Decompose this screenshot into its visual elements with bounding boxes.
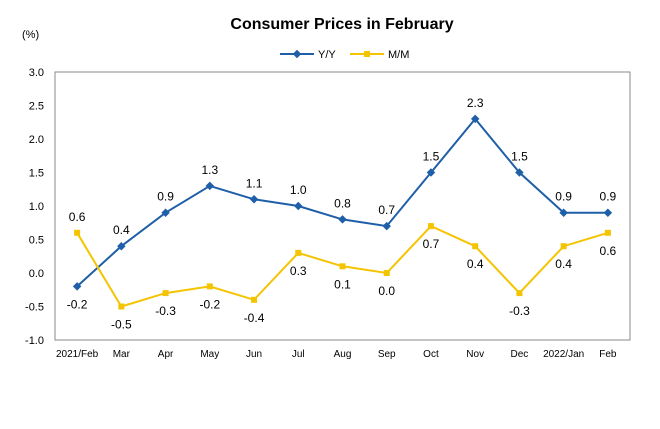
data-point-mm <box>560 243 567 250</box>
data-label-mm: 0.3 <box>290 264 307 278</box>
y-tick-label: 0.0 <box>29 268 44 280</box>
data-label-mm: 0.6 <box>600 244 617 258</box>
legend-marker-yy <box>292 49 302 59</box>
data-point-yy <box>382 221 391 231</box>
y-tick-label: 1.0 <box>29 201 44 213</box>
data-label-mm: 0.0 <box>378 284 395 298</box>
data-point-yy <box>426 168 436 177</box>
data-point-yy <box>249 195 259 204</box>
data-point-mm <box>118 303 125 310</box>
x-tick-label: Oct <box>423 349 439 360</box>
x-tick-label: Nov <box>466 349 484 360</box>
data-label-mm: -0.2 <box>199 297 220 311</box>
data-label-yy: 1.0 <box>290 183 307 197</box>
data-point-yy <box>161 208 170 217</box>
x-tick-label: Jun <box>246 349 262 360</box>
x-tick-label: May <box>200 349 219 360</box>
data-point-yy <box>205 181 215 191</box>
y-tick-label: 0.5 <box>29 235 44 247</box>
x-tick-label: Sep <box>378 349 396 360</box>
data-label-yy: -0.2 <box>67 297 88 311</box>
data-point-yy <box>117 241 126 251</box>
data-label-yy: 0.4 <box>113 223 130 237</box>
y-tick-label: -0.5 <box>25 302 44 314</box>
legend: Y/Y M/M <box>280 49 409 61</box>
data-point-yy <box>294 201 303 211</box>
y-tick-label: 2.0 <box>29 134 44 146</box>
data-point-yy <box>338 215 347 224</box>
data-label-yy: 1.5 <box>511 150 528 164</box>
data-point-mm <box>251 296 258 303</box>
data-label-mm: 0.1 <box>334 277 351 291</box>
data-point-mm <box>339 263 346 270</box>
data-point-mm <box>74 229 81 236</box>
data-label-yy: 1.1 <box>246 176 263 190</box>
data-point-yy <box>603 208 613 217</box>
data-label-mm: 0.7 <box>423 237 440 251</box>
data-label-yy: 0.9 <box>555 190 572 204</box>
data-label-yy: 0.9 <box>157 190 174 204</box>
legend-label-mm: M/M <box>388 49 409 61</box>
data-label-mm: 0.6 <box>69 210 86 224</box>
x-axis: 2021/Feb Mar Apr May Jun Jul Aug Sep Oct Nov Dec 20… <box>56 349 617 360</box>
data-label-mm: 0.4 <box>467 257 484 271</box>
data-label-mm: -0.3 <box>155 304 176 318</box>
x-tick-label: Mar <box>113 349 131 360</box>
y-tick-label: 2.5 <box>29 101 44 113</box>
legend-marker-mm <box>364 51 370 57</box>
data-label-yy: 1.3 <box>201 163 218 177</box>
y-tick-label: 1.5 <box>29 168 44 180</box>
data-label-mm: 0.4 <box>555 257 572 271</box>
x-tick-label: 2022/Jan <box>543 349 584 360</box>
x-tick-label: Apr <box>158 349 174 360</box>
y-tick-label: 3.0 <box>29 67 44 79</box>
data-point-mm <box>295 249 302 256</box>
data-point-mm <box>383 270 390 276</box>
chart-title: Consumer Prices in February <box>230 16 453 33</box>
data-point-yy <box>470 114 480 124</box>
data-label-mm: -0.3 <box>509 304 530 318</box>
data-label-mm: -0.5 <box>111 318 132 332</box>
data-label-yy: 0.8 <box>334 196 351 210</box>
legend-label-yy: Y/Y <box>318 49 336 61</box>
data-label-yy: 0.9 <box>600 190 617 204</box>
data-label-yy: 1.5 <box>423 150 440 164</box>
y-tick-label: -1.0 <box>25 335 44 347</box>
data-point-mm <box>206 283 213 290</box>
plot-area <box>54 71 631 341</box>
data-point-mm <box>162 290 169 297</box>
x-tick-label: Jul <box>292 349 305 360</box>
data-point-mm <box>516 290 523 297</box>
x-tick-label: Aug <box>334 349 352 360</box>
data-point-mm <box>427 223 434 230</box>
data-labels: -0.2 0.6 0.4 -0.5 0.9 -0.3 1.3 -0.2 1.1 -0.4 1.0 0.… <box>67 96 617 332</box>
x-tick-label: Feb <box>599 349 617 360</box>
x-tick-label: Dec <box>511 349 529 360</box>
data-label-mm: -0.4 <box>244 311 265 325</box>
data-point-mm <box>604 229 611 236</box>
data-point-yy <box>72 282 82 291</box>
data-point-mm <box>472 243 479 250</box>
y-axis: -1.0 -0.5 0.0 0.5 1.0 1.5 2.0 2.5 3.0 <box>25 67 44 347</box>
data-label-yy: 2.3 <box>467 96 484 110</box>
data-label-yy: 0.7 <box>378 203 395 217</box>
y-unit-label: (%) <box>22 29 39 41</box>
x-tick-label: 2021/Feb <box>56 349 99 360</box>
